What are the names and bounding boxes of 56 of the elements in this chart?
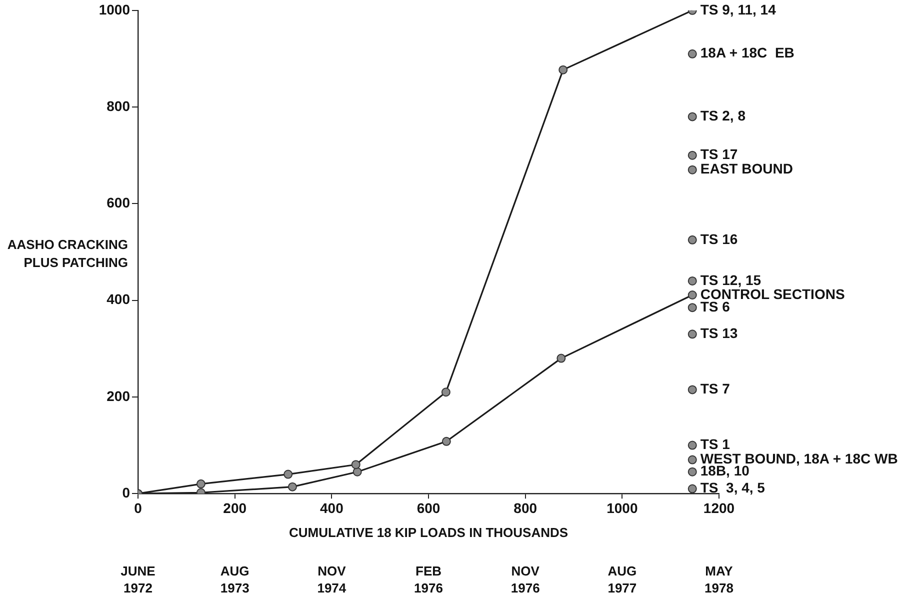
series-label: TS 13 xyxy=(700,325,738,342)
point xyxy=(558,65,568,74)
text: AUG 1977 xyxy=(608,564,637,596)
text: FEB 1976 xyxy=(414,564,443,596)
point xyxy=(442,436,451,446)
series-label: TS 12, 15 xyxy=(700,272,762,288)
text: MAY 1978 xyxy=(704,564,734,596)
point xyxy=(688,276,697,286)
series-label: TS 7 xyxy=(700,380,730,397)
point xyxy=(441,388,450,397)
series-label: EAST BOUND xyxy=(700,160,793,177)
point xyxy=(688,440,697,450)
point xyxy=(688,49,697,58)
y-tick-label: 800 xyxy=(106,98,130,114)
y-tick-label: 1000 xyxy=(98,1,130,18)
point xyxy=(688,112,697,122)
point xyxy=(288,482,297,492)
point xyxy=(351,460,360,470)
x-axis-title: CUMULATIVE 18 KIP LOADS IN THOUSANDS xyxy=(288,524,568,540)
point xyxy=(688,235,697,244)
series-label: 18A + 18C EB xyxy=(700,44,794,61)
x-tick-label: 400 xyxy=(320,500,344,516)
point xyxy=(688,385,697,394)
y-tick-label: 600 xyxy=(106,194,130,211)
series-label: TS 16 xyxy=(700,230,738,247)
y-tick-label: 400 xyxy=(106,291,130,308)
x-tick-label: 1000 xyxy=(606,500,638,516)
point xyxy=(688,330,697,339)
text: NOV 1976 xyxy=(510,564,540,596)
point xyxy=(688,290,697,300)
text: AUG 1973 xyxy=(220,564,250,596)
point xyxy=(556,354,566,363)
point xyxy=(688,165,697,174)
point xyxy=(688,303,697,312)
series-label: TS 2, 8 xyxy=(700,108,746,124)
point xyxy=(284,470,293,479)
point xyxy=(196,479,206,488)
text: JUNE 1972 xyxy=(120,564,156,596)
text: NOV 1974 xyxy=(317,564,347,596)
series-label: TS 17 xyxy=(700,146,738,162)
y-axis-title: AASHO CRACKING PLUS PATCHING xyxy=(6,236,128,272)
x-tick-label: 0 xyxy=(134,500,142,516)
point xyxy=(688,150,697,160)
series-label: TS 3, 4, 5 xyxy=(700,480,766,496)
point xyxy=(352,467,362,476)
y-tick-label: 200 xyxy=(106,388,130,404)
series-label: TS 9, 11, 14 xyxy=(700,1,776,18)
point xyxy=(688,467,697,476)
series-label: TS 1 xyxy=(700,436,730,452)
x-tick-label: 600 xyxy=(416,500,440,516)
x-tick-label: 200 xyxy=(223,500,247,516)
point xyxy=(688,455,697,464)
y-tick-label: 0 xyxy=(122,484,130,500)
point xyxy=(688,484,697,494)
x-tick-label: 800 xyxy=(514,500,538,516)
x-tick-label: 1200 xyxy=(703,500,735,516)
